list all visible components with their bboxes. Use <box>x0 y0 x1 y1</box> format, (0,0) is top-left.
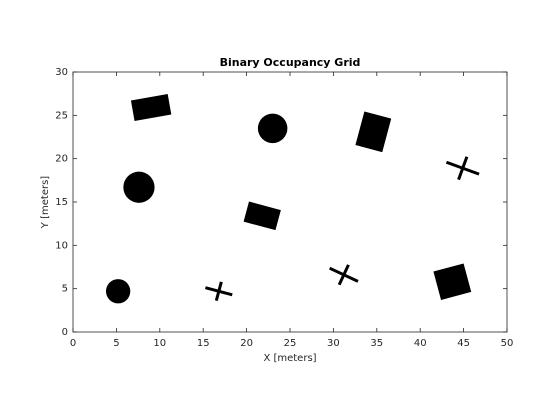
x-axis-label: X [meters] <box>263 353 316 364</box>
obstacle-rect <box>355 111 392 153</box>
obstacle-circle <box>105 279 131 304</box>
x-tick-label: 10 <box>153 338 166 349</box>
obstacle-cross-arm <box>457 156 469 181</box>
x-tick-label: 25 <box>284 338 297 349</box>
y-tick-label: 30 <box>55 67 68 78</box>
obstacle-rect <box>433 263 472 301</box>
y-tick-label: 20 <box>55 154 68 165</box>
x-tick-label: 0 <box>70 338 76 349</box>
obstacle-circle <box>123 171 155 203</box>
y-tick-label: 15 <box>55 197 68 208</box>
obstacle-circle <box>257 113 288 144</box>
chart-title: Binary Occupancy Grid <box>220 56 361 69</box>
x-tick-label: 50 <box>501 338 514 349</box>
obstacle-cross-arm <box>214 281 223 302</box>
y-tick-label: 0 <box>62 327 68 338</box>
y-tick-label: 25 <box>55 110 68 121</box>
x-tick-label: 45 <box>457 338 470 349</box>
x-tick-label: 5 <box>113 338 119 349</box>
y-axis-label: Y [meters] <box>40 176 51 229</box>
obstacle-rect <box>130 94 172 122</box>
x-tick-label: 20 <box>240 338 253 349</box>
x-tick-label: 40 <box>414 338 427 349</box>
x-tick-label: 30 <box>327 338 340 349</box>
y-tick-label: 10 <box>55 240 68 251</box>
x-tick-label: 35 <box>370 338 383 349</box>
obstacle-rect <box>243 201 281 231</box>
obstacle-cross-arm <box>337 264 350 286</box>
x-tick-label: 15 <box>197 338 210 349</box>
y-tick-label: 5 <box>62 284 68 295</box>
